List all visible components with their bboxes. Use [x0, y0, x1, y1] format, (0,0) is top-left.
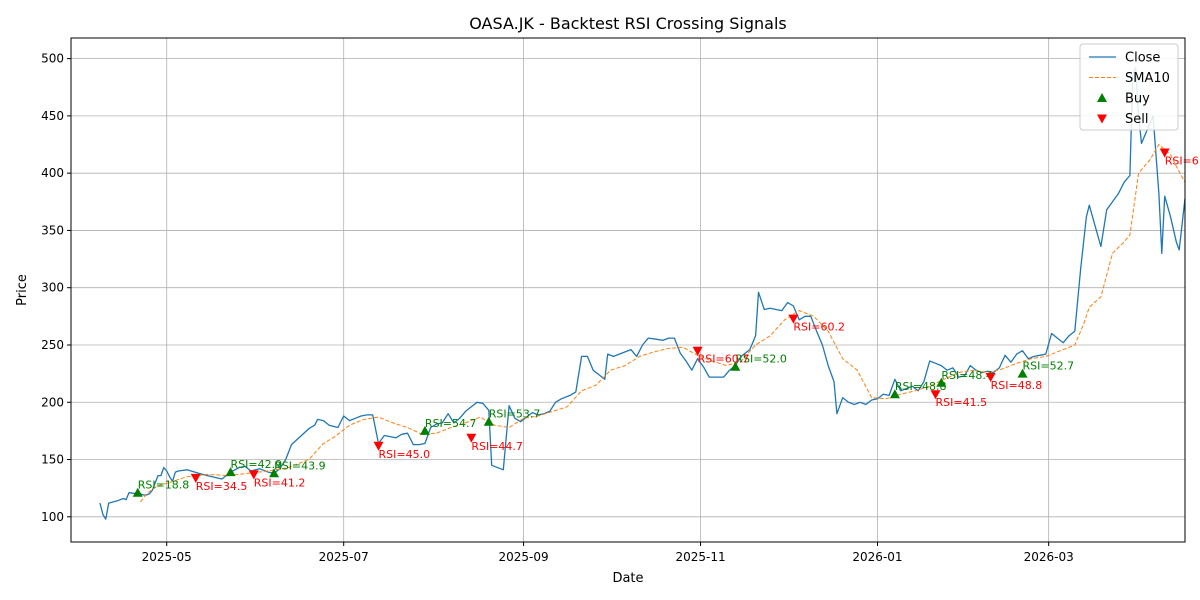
- buy-label: RSI=53.7: [489, 408, 541, 421]
- buy-marker: [419, 425, 430, 435]
- grid-lines: [71, 38, 1185, 542]
- y-tick-label: 300: [41, 281, 64, 295]
- x-axis-ticks: 2025-05 2025-07 2025-09 2025-11 2026-01 2026-…: [142, 542, 1074, 564]
- sell-marker: [1159, 148, 1170, 158]
- buy-label: RSI=18.8: [138, 479, 190, 492]
- sell-label: RSI=61.8: [1165, 155, 1200, 168]
- sell-label: RSI=48.8: [991, 379, 1043, 392]
- legend-swatch-buy: [1097, 93, 1107, 102]
- chart-title: OASA.JK - Backtest RSI Crossing Signals: [469, 14, 787, 33]
- sell-marker: [788, 314, 799, 324]
- buy-marker: [269, 468, 280, 478]
- buy-marker: [132, 487, 143, 497]
- buy-marker: [730, 361, 741, 371]
- x-tick-label: 2025-11: [675, 550, 725, 564]
- sell-label: RSI=44.7: [471, 440, 523, 453]
- legend-swatch-sell: [1097, 114, 1107, 124]
- sell-label: RSI=60.2: [793, 321, 845, 334]
- buy-label: RSI=42.9: [231, 458, 283, 471]
- sell-label: RSI=41.5: [936, 396, 988, 409]
- x-tick-label: 2025-07: [319, 550, 369, 564]
- sell-label: RSI=45.0: [379, 448, 431, 461]
- sell-marker: [373, 441, 384, 451]
- plot-frame: [70, 37, 1186, 543]
- y-tick-label: 100: [41, 510, 64, 524]
- y-tick-label: 400: [41, 166, 64, 180]
- sell-label: RSI=34.5: [196, 480, 248, 493]
- sell-marker: [930, 390, 941, 400]
- sell-label: RSI=60.7: [698, 353, 750, 366]
- buy-marker: [225, 467, 236, 477]
- sell-marker: [190, 473, 201, 483]
- y-tick-label: 350: [41, 223, 64, 237]
- legend-label: Buy: [1125, 92, 1150, 107]
- sell-marker: [466, 433, 477, 443]
- y-axis-label: Price: [15, 274, 30, 306]
- y-tick-label: 500: [41, 52, 64, 66]
- sell-marker: [692, 346, 703, 356]
- y-tick-label: 200: [41, 395, 64, 409]
- buy-label: RSI=52.0: [735, 353, 787, 366]
- buy-label: RSI=52.7: [1023, 360, 1075, 373]
- buy-label: RSI=43.9: [274, 459, 326, 472]
- buy-label: RSI=48.8: [895, 380, 947, 393]
- y-tick-label: 250: [41, 338, 64, 352]
- buy-label: RSI=48.4: [941, 369, 993, 382]
- buy-marker: [483, 416, 494, 426]
- legend-box: [1079, 43, 1179, 131]
- x-axis-label: Date: [612, 571, 643, 586]
- y-tick-label: 150: [41, 453, 64, 467]
- sell-marker: [985, 373, 996, 383]
- series-line-sma10: [140, 144, 1186, 503]
- buy-marker: [1017, 368, 1028, 378]
- x-tick-label: 2025-09: [498, 550, 548, 564]
- legend-label: SMA10: [1125, 71, 1170, 86]
- legend: Close SMA10 Buy Sell: [1079, 43, 1179, 131]
- y-tick-label: 450: [41, 109, 64, 123]
- x-tick-label: 2025-05: [142, 550, 192, 564]
- x-tick-label: 2026-01: [852, 550, 902, 564]
- buy-label: RSI=54.7: [425, 417, 477, 430]
- x-tick-label: 2026-03: [1024, 550, 1074, 564]
- y-axis-ticks: 100 150 200 250 300 350 400 450 500: [41, 52, 71, 524]
- buy-marker: [889, 389, 900, 399]
- legend-label: Sell: [1125, 112, 1148, 127]
- buy-marker: [936, 377, 947, 387]
- legend-label: Close: [1125, 51, 1160, 66]
- series-layer: [99, 67, 1186, 520]
- sell-label: RSI=41.2: [254, 476, 306, 489]
- series-line-close: [99, 67, 1186, 520]
- sell-marker: [248, 470, 259, 480]
